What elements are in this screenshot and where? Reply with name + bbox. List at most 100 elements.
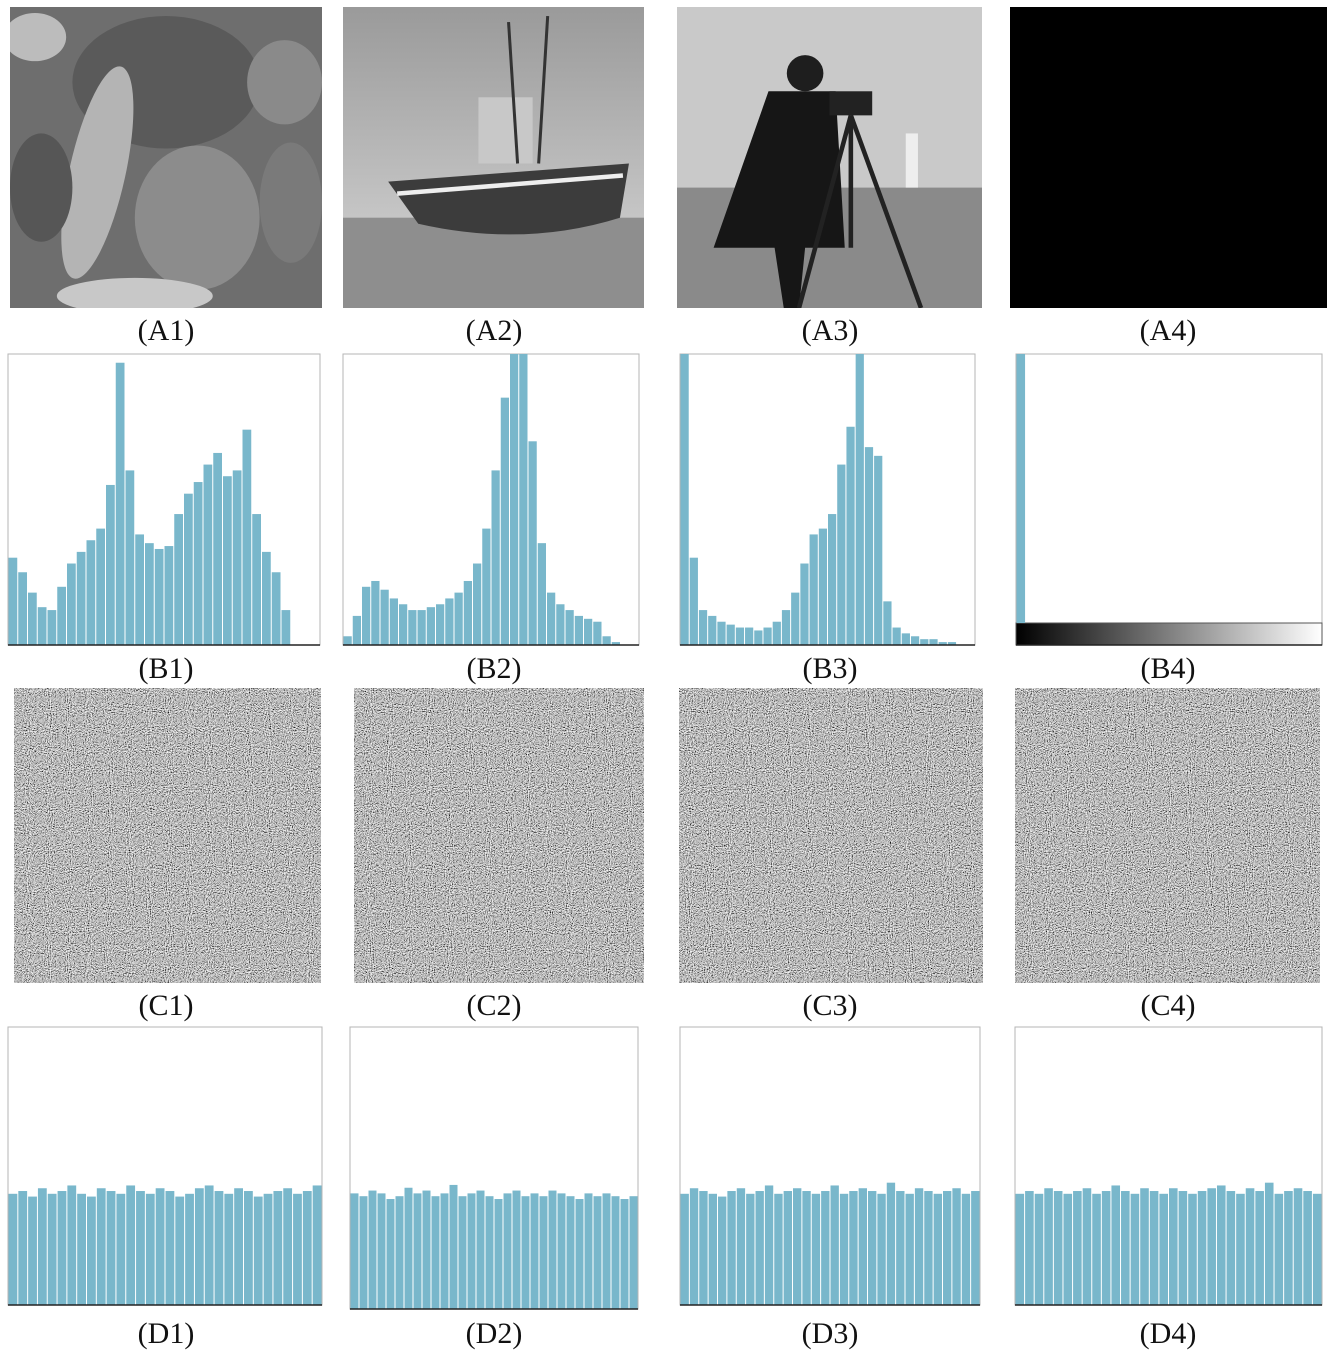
bar (924, 1191, 932, 1305)
bar (531, 1193, 539, 1309)
image-noise (679, 688, 983, 983)
bar (423, 1191, 431, 1309)
bar (215, 1191, 224, 1305)
bar (38, 607, 47, 645)
caption: (D2) (466, 1317, 523, 1350)
figure: (A1)(A2)(A3)(A4)(C1)(C2)(C3)(C4)(B1)(B2)… (0, 0, 1335, 1353)
bar (252, 514, 261, 645)
bar (681, 1194, 689, 1305)
bar (205, 1185, 214, 1305)
bar (390, 598, 398, 645)
bar (135, 534, 144, 645)
bar (378, 1193, 386, 1309)
bar (155, 549, 164, 645)
bar (594, 1196, 602, 1309)
bar (427, 607, 435, 645)
bar (1169, 1188, 1178, 1305)
bar (399, 604, 407, 645)
bar (381, 590, 389, 645)
bar (774, 1194, 782, 1305)
bar (699, 610, 707, 645)
bar (962, 1194, 970, 1305)
bar (1217, 1185, 1226, 1305)
bar (877, 1194, 885, 1305)
histogram (680, 354, 975, 645)
bar (273, 1191, 282, 1305)
caption: (B3) (803, 652, 858, 685)
bar (441, 1193, 449, 1309)
bar (846, 427, 854, 645)
caption: (D1) (138, 1317, 195, 1350)
bar (887, 1183, 895, 1305)
bar (612, 1196, 620, 1309)
image-noise (14, 688, 321, 983)
bar (593, 622, 601, 645)
bar (175, 1197, 184, 1305)
bar (67, 564, 76, 645)
bar (765, 1185, 773, 1305)
bar (745, 628, 753, 645)
colorbar (1016, 623, 1322, 645)
bar (1246, 1188, 1255, 1305)
bar (893, 628, 901, 645)
caption: (D4) (1140, 1317, 1197, 1350)
caption: (A2) (466, 314, 523, 347)
bar (264, 1194, 273, 1305)
bar (529, 441, 537, 645)
bar (1159, 1194, 1168, 1305)
bar (906, 1194, 914, 1305)
bar (513, 1191, 521, 1309)
bar (156, 1188, 165, 1305)
caption: (C4) (1141, 989, 1196, 1022)
bar (501, 398, 509, 645)
bar (293, 1194, 302, 1305)
histogram (1015, 1027, 1322, 1305)
bar (482, 529, 490, 645)
bar (1016, 1194, 1025, 1305)
histogram (1016, 354, 1322, 645)
bar (244, 1191, 253, 1305)
bar (819, 529, 827, 645)
bar (414, 1193, 422, 1309)
histogram (343, 354, 639, 645)
bar (1275, 1194, 1284, 1305)
bar (865, 447, 873, 645)
bar (254, 1197, 263, 1305)
bar (1303, 1191, 1312, 1305)
bar (185, 1194, 194, 1305)
caption: (C2) (467, 989, 522, 1022)
bar (145, 543, 154, 645)
bar (282, 610, 291, 645)
bar (793, 1188, 801, 1305)
bar (547, 593, 555, 645)
bar (48, 1194, 57, 1305)
bar (883, 601, 891, 645)
bar (1227, 1191, 1236, 1305)
bar (802, 1191, 810, 1305)
bar (856, 354, 864, 645)
bar (136, 1191, 145, 1305)
bar (699, 1191, 707, 1305)
bar (840, 1194, 848, 1305)
bar (585, 1193, 593, 1309)
bar (727, 1191, 735, 1305)
bar (1054, 1191, 1063, 1305)
image-noise (354, 688, 644, 983)
bar (943, 1191, 951, 1305)
bar (1083, 1188, 1092, 1305)
bar (492, 470, 500, 645)
image-boats (343, 7, 644, 308)
bar (782, 610, 790, 645)
bar (106, 485, 115, 645)
bar (495, 1199, 503, 1309)
bar (459, 1196, 467, 1309)
bar (681, 354, 689, 645)
bar (468, 1193, 476, 1309)
bar (1121, 1191, 1130, 1305)
bar (77, 552, 86, 645)
bar (690, 558, 698, 645)
bar (243, 430, 252, 645)
bar (194, 482, 203, 645)
bar (67, 1185, 76, 1305)
caption: (C3) (803, 989, 858, 1022)
